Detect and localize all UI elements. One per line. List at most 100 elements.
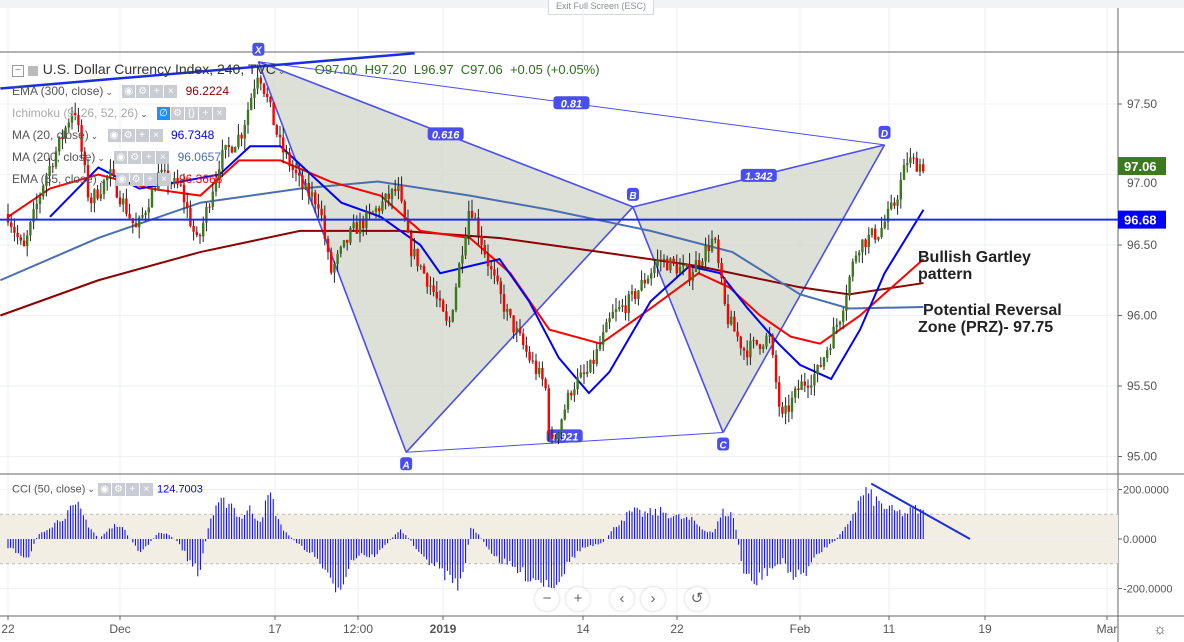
candle bbox=[54, 151, 58, 167]
candle bbox=[275, 125, 278, 135]
gear-icon[interactable]: ⚙ bbox=[129, 173, 143, 187]
zoom-in-button[interactable]: + bbox=[566, 587, 590, 611]
indicator-label[interactable]: MA (200, close) bbox=[12, 150, 96, 164]
candle bbox=[234, 147, 237, 153]
ma-line bbox=[0, 229, 924, 317]
chevron-down-icon[interactable]: ⌄ bbox=[277, 66, 286, 76]
gear-icon[interactable]: ⚙ bbox=[121, 129, 135, 143]
candle bbox=[675, 262, 678, 274]
candle bbox=[330, 252, 333, 273]
zoom-out-button[interactable]: − bbox=[535, 587, 559, 611]
cci-tick-label: 0.0000 bbox=[1123, 534, 1157, 546]
indicator-label[interactable]: Ichimoku (9, 26, 52, 26) bbox=[12, 106, 139, 120]
candle bbox=[362, 219, 365, 229]
candle bbox=[669, 258, 672, 271]
candle bbox=[618, 306, 621, 310]
reset-chart-button[interactable]: ↺ bbox=[685, 587, 709, 611]
candle bbox=[646, 278, 650, 284]
symbol-title[interactable]: U.S. Dollar Currency Index, 240, TVC bbox=[42, 61, 276, 77]
eye-icon[interactable]: ∅ bbox=[156, 107, 170, 121]
candle bbox=[486, 254, 490, 267]
gear-icon[interactable]: ⚙ bbox=[128, 151, 142, 165]
eye-icon[interactable]: ◉ bbox=[115, 173, 129, 187]
plus-icon[interactable]: + bbox=[150, 85, 164, 99]
plus-icon[interactable]: + bbox=[135, 129, 149, 143]
gear-icon[interactable]: ⚙ bbox=[111, 483, 125, 496]
candle bbox=[739, 336, 742, 349]
candle bbox=[723, 278, 726, 304]
indicator-label[interactable]: EMA (55, close) bbox=[12, 172, 97, 186]
ma-line bbox=[49, 145, 925, 395]
candle bbox=[298, 173, 301, 176]
braces-icon[interactable]: {} bbox=[184, 107, 198, 121]
candle bbox=[61, 136, 64, 139]
close-icon[interactable]: × bbox=[149, 129, 163, 143]
x-tick-label: 17 bbox=[268, 622, 282, 636]
close-icon[interactable]: × bbox=[212, 107, 226, 121]
indicator-value: 96.2224 bbox=[185, 84, 229, 98]
chevron-down-icon[interactable]: ⌄ bbox=[97, 153, 105, 163]
candle bbox=[406, 220, 410, 233]
candle bbox=[877, 237, 880, 240]
chevron-down-icon[interactable]: ⌄ bbox=[98, 175, 107, 185]
candle bbox=[179, 184, 182, 186]
candle bbox=[627, 294, 630, 313]
scroll-back-button[interactable]: ‹ bbox=[610, 587, 634, 611]
chevron-down-icon[interactable]: ⌄ bbox=[140, 109, 148, 119]
chevron-down-icon[interactable]: ⌄ bbox=[87, 484, 95, 495]
ma-line bbox=[0, 180, 924, 310]
eye-icon[interactable]: ◉ bbox=[114, 151, 128, 165]
exit-fullscreen-button[interactable]: Exit Full Screen (ESC) bbox=[548, 0, 654, 15]
candle bbox=[358, 219, 362, 234]
scroll-forward-button[interactable]: › bbox=[641, 587, 665, 611]
candle bbox=[829, 348, 832, 351]
gear-icon[interactable]: ⚙ bbox=[136, 85, 150, 99]
candle bbox=[720, 262, 723, 279]
candle bbox=[806, 385, 810, 388]
candle bbox=[64, 127, 67, 139]
chevron-down-icon[interactable]: ⌄ bbox=[90, 131, 99, 141]
indicator-label[interactable]: MA (20, close) bbox=[12, 128, 89, 142]
candle bbox=[83, 151, 86, 166]
plus-icon[interactable]: + bbox=[125, 483, 139, 496]
eye-icon[interactable]: ◉ bbox=[122, 85, 136, 99]
settings-gear-icon[interactable]: ☼ bbox=[1153, 621, 1167, 638]
indicator-label[interactable]: EMA (300, close) bbox=[12, 84, 104, 98]
last-price-tag bbox=[1118, 157, 1166, 176]
candle bbox=[515, 328, 518, 333]
close-icon[interactable]: × bbox=[139, 483, 153, 496]
candle bbox=[189, 207, 192, 226]
flag-icon[interactable] bbox=[28, 65, 39, 76]
candle bbox=[323, 215, 326, 239]
ratio-badge bbox=[740, 168, 777, 182]
ratio-label: 0.616 bbox=[432, 129, 460, 141]
chevron-down-icon[interactable]: ⌄ bbox=[105, 87, 113, 97]
close-icon[interactable]: × bbox=[156, 151, 170, 165]
plus-icon[interactable]: + bbox=[142, 151, 156, 165]
candle bbox=[224, 145, 227, 150]
eye-icon[interactable]: ◉ bbox=[107, 129, 121, 143]
collapse-icon[interactable]: − bbox=[12, 64, 24, 77]
candle bbox=[630, 291, 634, 295]
candle bbox=[394, 189, 397, 192]
close-icon[interactable]: × bbox=[157, 173, 171, 187]
close-icon[interactable]: × bbox=[164, 85, 178, 99]
plus-icon[interactable]: + bbox=[198, 107, 212, 121]
pattern-fill-xab bbox=[258, 61, 633, 453]
x-tick-label: 22 bbox=[1, 622, 15, 636]
candle bbox=[880, 227, 883, 238]
candle bbox=[576, 377, 579, 390]
gear-icon[interactable]: ⚙ bbox=[170, 107, 184, 121]
drawings[interactable]: 96.68 97.06 bbox=[0, 51, 1166, 229]
cci-label[interactable]: CCI (50, close) bbox=[12, 483, 86, 496]
candle bbox=[77, 115, 80, 126]
y-tick-label: 96.00 bbox=[1127, 309, 1157, 323]
candle bbox=[566, 392, 570, 410]
candle bbox=[374, 208, 378, 212]
candle bbox=[550, 433, 554, 440]
annotation-line: Potential Reversal bbox=[923, 302, 1062, 319]
plus-icon[interactable]: + bbox=[143, 173, 157, 187]
eye-icon[interactable]: ◉ bbox=[97, 483, 111, 496]
candle bbox=[883, 221, 886, 228]
